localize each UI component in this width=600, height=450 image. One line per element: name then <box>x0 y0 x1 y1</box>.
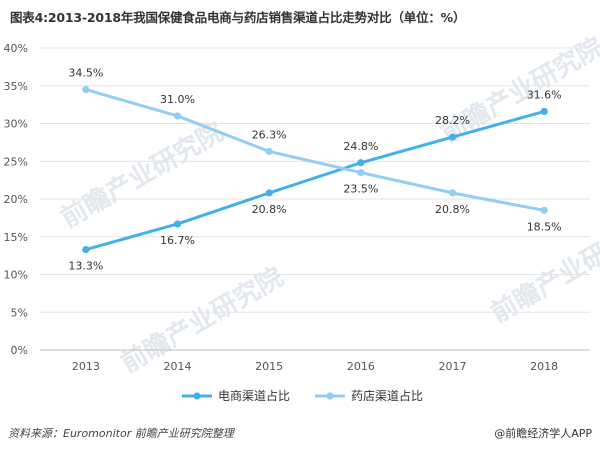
data-point <box>82 245 90 254</box>
brand-credit: @前瞻经济学人APP <box>494 427 592 440</box>
y-tick-label: 5% <box>11 306 28 319</box>
y-tick-label: 15% <box>4 231 28 244</box>
data-label: 26.3% <box>252 128 287 141</box>
y-tick-label: 0% <box>11 344 28 357</box>
series-lines <box>84 88 546 252</box>
data-label: 24.8% <box>343 140 378 153</box>
gridlines <box>40 47 590 351</box>
data-label: 31.6% <box>527 88 562 101</box>
data-label: 20.8% <box>252 203 287 216</box>
data-labels: 13.3% 16.7% 20.8% 24.8% 28.2% 31.6% 34.5% 31.0%… <box>68 67 561 273</box>
y-tick-label: 40% <box>4 42 28 55</box>
data-point <box>357 168 365 177</box>
footer: 资料来源：Euromonitor 前瞻产业研究院整理 @前瞻经济学人APP <box>0 423 600 443</box>
y-tick-label: 35% <box>4 80 28 93</box>
y-axis-ticks: 0% 5% 10% 15% 20% 25% 30% 35% 40% <box>4 42 28 357</box>
data-point <box>540 107 548 116</box>
legend: 电商渠道占比 药店渠道占比 <box>182 388 423 403</box>
data-point <box>540 206 548 214</box>
x-axis-ticks: 2013 2014 2015 2016 2017 2018 <box>72 360 558 373</box>
y-tick-label: 10% <box>4 269 28 282</box>
data-label: 16.7% <box>160 234 195 247</box>
line-chart: 0%5%10%15%20%25%30%35%40% 2013 2014 2015 20… <box>4 42 590 403</box>
x-tick-label: 2013 <box>72 360 100 373</box>
x-tick-label: 2018 <box>530 360 558 373</box>
y-tick-label: 25% <box>4 155 28 168</box>
data-point <box>82 85 90 94</box>
legend-marker <box>326 392 334 400</box>
y-tick-label: 20% <box>4 193 28 206</box>
y-tick-label: 30% <box>4 118 28 131</box>
data-point <box>357 159 365 167</box>
data-point <box>173 220 182 228</box>
legend-label: 电商渠道占比 <box>218 388 290 403</box>
data-label: 31.0% <box>160 93 195 106</box>
series-line <box>84 88 546 212</box>
data-label: 34.5% <box>68 67 103 80</box>
data-point <box>448 133 457 141</box>
data-point <box>265 147 273 156</box>
data-label: 13.3% <box>68 260 103 273</box>
data-point <box>265 189 273 197</box>
data-point <box>173 112 182 120</box>
data-point <box>448 189 457 197</box>
x-tick-label: 2016 <box>347 360 375 373</box>
legend-marker <box>193 392 201 400</box>
data-label: 23.5% <box>343 183 378 196</box>
data-label: 28.2% <box>435 114 470 127</box>
x-tick-label: 2017 <box>439 360 467 373</box>
chart-title: 图表4:2013-2018年我国保健食品电商与药店销售渠道占比走势对比（单位：%… <box>10 10 466 25</box>
x-tick-label: 2014 <box>164 360 192 373</box>
source-note: 资料来源：Euromonitor 前瞻产业研究院整理 <box>8 427 234 440</box>
series-line <box>84 109 546 252</box>
legend-label: 药店渠道占比 <box>351 388 423 403</box>
data-label: 18.5% <box>527 220 562 233</box>
series-points <box>82 85 548 254</box>
x-tick-label: 2015 <box>255 360 283 373</box>
data-label: 20.8% <box>435 203 470 216</box>
